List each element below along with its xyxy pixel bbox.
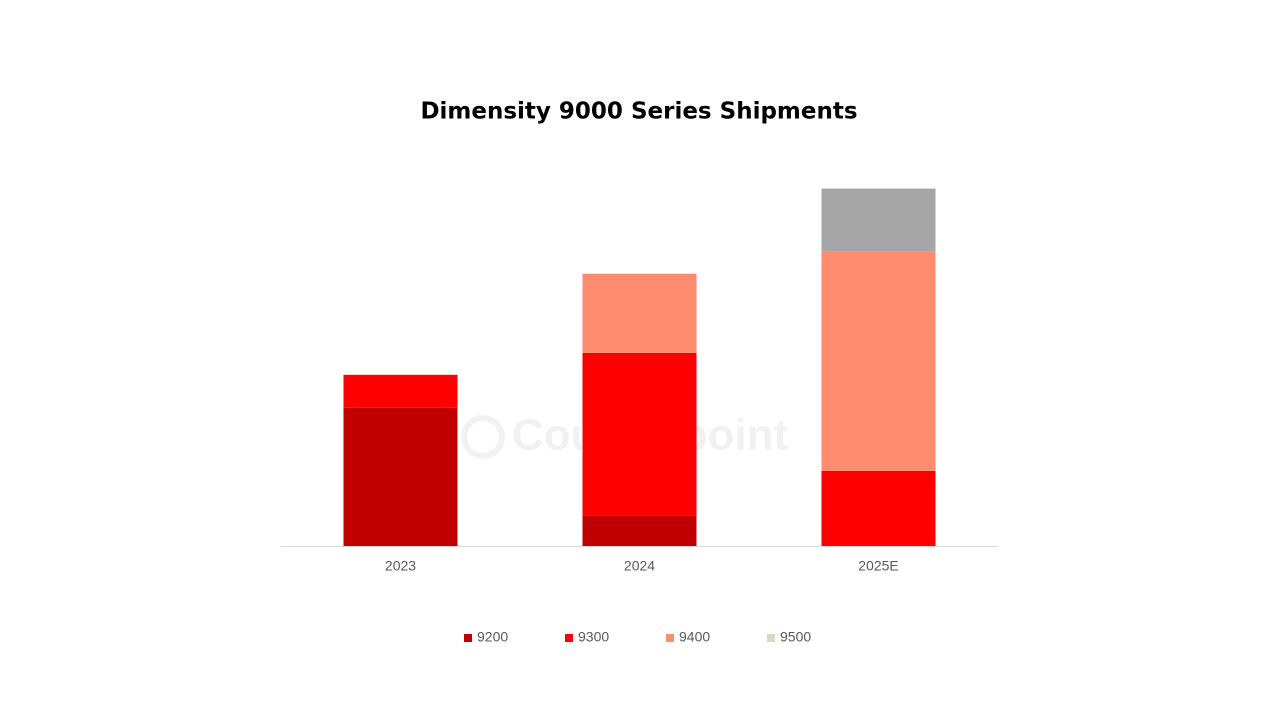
legend-marker — [666, 634, 674, 642]
legend-label: 9300 — [578, 629, 609, 645]
watermark-icon — [461, 415, 505, 459]
bar-segment — [821, 251, 936, 471]
legend-label: 9200 — [477, 629, 508, 645]
x-tick-label: 2023 — [385, 558, 416, 574]
legend-label: 9400 — [679, 629, 710, 645]
bar-segment — [582, 352, 697, 516]
x-tick-label: 2025E — [858, 558, 898, 574]
bar-segment — [582, 273, 697, 353]
x-tick-label: 2024 — [624, 558, 655, 574]
chart-title: Dimensity 9000 Series Shipments — [420, 99, 857, 125]
bar-segment — [343, 407, 458, 546]
bar-segment — [821, 470, 936, 546]
bar-segment — [821, 188, 936, 252]
bar-segment — [343, 374, 458, 408]
legend-label: 9500 — [780, 629, 811, 645]
bar-segment — [582, 515, 697, 546]
legend-marker — [565, 634, 573, 642]
legend-marker — [767, 634, 775, 642]
legend-marker — [464, 634, 472, 642]
